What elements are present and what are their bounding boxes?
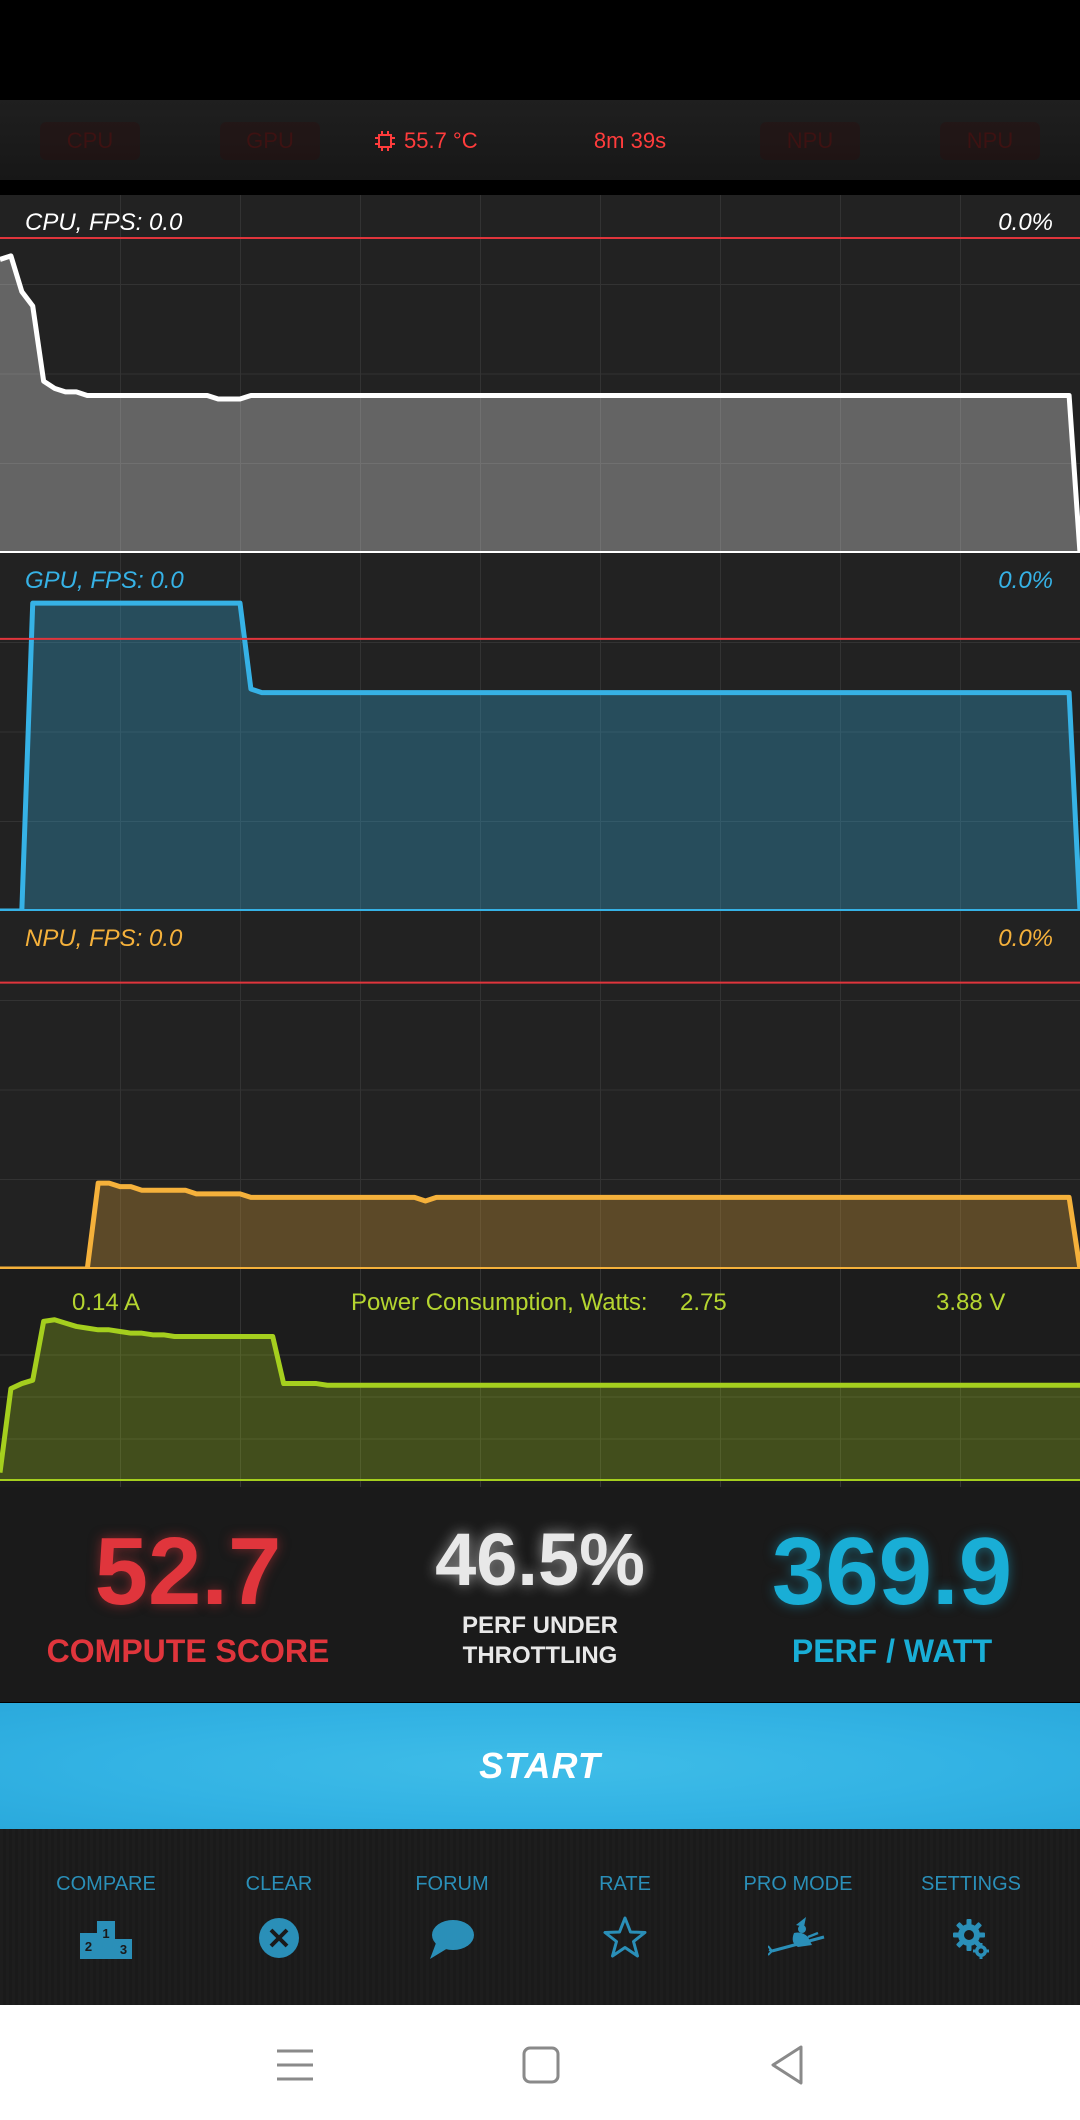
pro-mode-button[interactable]: PRO MODE	[723, 1829, 873, 2005]
compute-score-label: COMPUTE SCORE	[46, 1633, 330, 1669]
clear-icon	[259, 1918, 299, 1958]
cpu-area-fill	[0, 255, 1080, 553]
chip-temperature-icon	[375, 131, 395, 151]
npu-label-text: NPU, FPS:	[25, 925, 143, 952]
gear-icon	[953, 1919, 989, 1959]
compute-score-value: 52.7	[94, 1518, 282, 1625]
star-icon	[603, 1916, 647, 1958]
grid-lines	[0, 911, 1080, 1269]
pro-mode-label: PRO MODE	[743, 1873, 853, 1895]
cpu-series-line	[0, 253, 1080, 553]
tab-gpu[interactable]: GPU	[220, 122, 320, 160]
npu-area-fill	[0, 1183, 1080, 1269]
throttling-value: 46.5%	[435, 1518, 645, 1601]
cpu-chart-panel: CPU, FPS: 0.0 0.0%	[0, 195, 1080, 553]
throttling-label-line-1: PERF UNDER	[461, 1612, 618, 1639]
npu-chart	[0, 911, 1080, 1269]
current-readout: 0.14 A	[72, 1289, 141, 1316]
voltage-readout: 3.88 V	[936, 1289, 1006, 1316]
throttling-label-line-2: THROTTLING	[462, 1642, 618, 1669]
gpu-fps-label: GPU, FPS: 0.0	[25, 567, 184, 595]
power-series-line	[0, 1317, 1080, 1473]
settings-label: SETTINGS	[920, 1873, 1021, 1895]
power-chart-panel: 0.14 A Power Consumption, Watts: 2.75 3.…	[0, 1269, 1080, 1487]
temperature-readout: 55.7 °C	[404, 128, 478, 153]
rate-button[interactable]: RATE	[550, 1829, 700, 2005]
npu-fps-label: NPU, FPS: 0.0	[25, 925, 182, 953]
elapsed-time: 8m 39s	[593, 128, 667, 153]
status-bar	[0, 0, 1080, 100]
chat-bubble-icon	[430, 1920, 474, 1959]
gpu-fps-value: 0.0	[150, 567, 184, 594]
gpu-series-line	[0, 600, 1080, 911]
tab-npu-1[interactable]: NPU	[760, 122, 860, 160]
power-chart	[0, 1269, 1080, 1487]
throttling-label: PERF UNDER THROTTLING	[360, 1611, 720, 1671]
tab-cpu[interactable]: CPU	[40, 122, 140, 160]
start-button[interactable]: START	[0, 1703, 1080, 1829]
perf-watt-value: 369.9	[771, 1518, 1013, 1625]
compare-label: COMPARE	[56, 1873, 156, 1895]
system-nav-bar	[0, 2005, 1080, 2120]
svg-text:2: 2	[85, 1939, 92, 1954]
cpu-label-text: CPU, FPS:	[25, 209, 143, 236]
home-icon[interactable]	[511, 2035, 571, 2095]
forum-button[interactable]: FORUM	[377, 1829, 527, 2005]
grid-lines	[0, 195, 1080, 553]
grid-lines	[0, 1269, 1080, 1487]
power-area-fill	[0, 1319, 1080, 1481]
forum-label: FORUM	[415, 1873, 489, 1895]
cpu-chart	[0, 195, 1080, 553]
gpu-area-fill	[0, 603, 1080, 911]
power-watts: 2.75	[680, 1289, 727, 1316]
npu-series-line	[0, 1180, 1080, 1269]
back-icon[interactable]	[757, 2035, 817, 2095]
gpu-label-text: GPU, FPS:	[25, 567, 144, 594]
gpu-percent: 0.0%	[998, 567, 1053, 594]
npu-fps-value: 0.0	[149, 925, 183, 952]
perf-watt-label: PERF / WATT	[791, 1633, 993, 1669]
svg-text:3: 3	[120, 1942, 127, 1957]
cpu-fps-value: 0.0	[149, 209, 183, 236]
compare-button[interactable]: COMPARE 2 1 3	[31, 1829, 181, 2005]
score-summary: 52.7 COMPUTE SCORE 46.5% PERF UNDER THRO…	[0, 1487, 1080, 1702]
npu-percent: 0.0%	[998, 925, 1053, 952]
npu-chart-panel: NPU, FPS: 0.0 0.0%	[0, 911, 1080, 1269]
settings-button[interactable]: SETTINGS	[896, 1829, 1046, 2005]
cpu-percent: 0.0%	[998, 209, 1053, 236]
monitor-tabs: CPU GPU 55.7 °C 8m 39s NPU NPU	[0, 100, 1080, 180]
gpu-chart	[0, 553, 1080, 911]
clear-label: CLEAR	[245, 1873, 313, 1895]
gpu-chart-panel: GPU, FPS: 0.0 0.0%	[0, 553, 1080, 911]
rate-label: RATE	[599, 1873, 651, 1895]
cpu-fps-label: CPU, FPS: 0.0	[25, 209, 182, 237]
svg-text:1: 1	[102, 1926, 109, 1941]
witch-icon	[768, 1917, 825, 1956]
bottom-toolbar: COMPARE 2 1 3 CLEAR FORUM RATE PRO MODE	[0, 1829, 1080, 2005]
clear-button[interactable]: CLEAR	[204, 1829, 354, 2005]
podium-icon: 2 1 3	[80, 1921, 132, 1959]
power-label: Power Consumption, Watts:	[351, 1289, 648, 1316]
menu-icon[interactable]	[265, 2035, 325, 2095]
tab-npu-2[interactable]: NPU	[940, 122, 1040, 160]
start-label: START	[479, 1745, 601, 1786]
